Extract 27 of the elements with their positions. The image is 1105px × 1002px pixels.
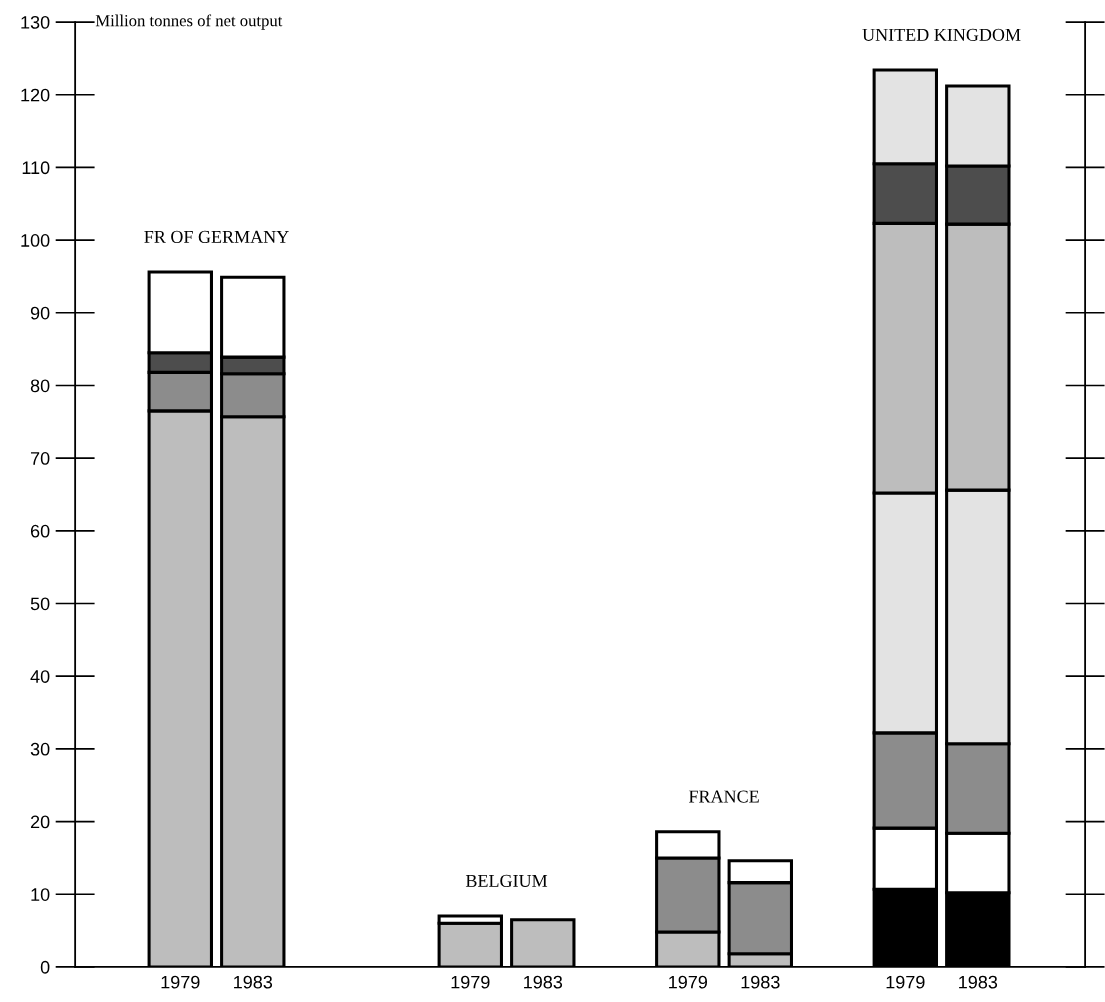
annotation: FR OF GERMANY (144, 230, 289, 243)
x-tick-label: 1979 (669, 975, 708, 989)
y-tick-label: 20 (30, 815, 50, 829)
y-tick-label: 100 (21, 234, 50, 247)
y-tick-label: 40 (30, 670, 50, 683)
y-tick-label: 120 (21, 88, 50, 102)
x-tick-label: 1979 (161, 975, 200, 989)
y-tick-label: 30 (30, 742, 50, 756)
x-tick-label: 1983 (741, 975, 780, 989)
y-tick-label: 0 (40, 960, 50, 974)
x-tick-label: 1979 (886, 975, 925, 989)
y-axis-title: Million tonnes of net output (95, 14, 283, 30)
annotation: BELGIUM (465, 874, 548, 887)
x-tick-label: 1983 (524, 975, 563, 989)
x-tick-label: 1983 (959, 975, 998, 989)
annotation: UNITED KINGDOM (862, 28, 1021, 41)
y-tick-label: 80 (30, 379, 50, 393)
y-tick-label: 130 (21, 15, 50, 29)
annotation: FRANCE (688, 790, 759, 803)
x-tick-label: 1979 (451, 975, 490, 989)
y-tick-label: 60 (30, 524, 50, 538)
y-tick-label: 50 (30, 597, 50, 611)
y-tick-label: 90 (30, 306, 50, 320)
y-tick-label: 70 (30, 452, 50, 465)
x-tick-label: 1983 (234, 975, 273, 989)
y-tick-label: 110 (22, 161, 50, 175)
y-tick-label: 10 (31, 888, 50, 901)
